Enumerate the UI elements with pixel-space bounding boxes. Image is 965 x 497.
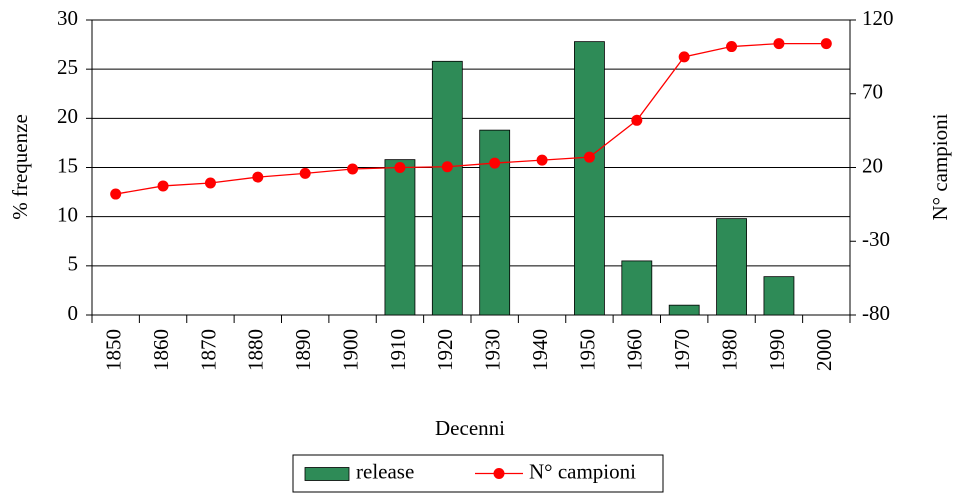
x-tick-label: 1860: [149, 329, 173, 371]
x-tick-label: 1910: [386, 329, 410, 371]
x-tick-label: 1970: [670, 329, 694, 371]
x-axis-title: Decenni: [435, 416, 505, 440]
x-tick-label: 1900: [338, 329, 362, 371]
bar: [574, 41, 605, 316]
legend-marker: [493, 468, 505, 479]
x-tick-label: 1890: [291, 329, 315, 371]
x-tick-label: 1920: [433, 329, 457, 371]
x-tick-label: 1930: [481, 329, 505, 371]
x-tick-label: 1980: [717, 329, 741, 371]
marker: [773, 38, 785, 50]
marker: [583, 151, 595, 163]
x-tick-label: 1990: [765, 329, 789, 371]
legend-swatch: [304, 467, 350, 481]
y2-axis-title: N° campioni: [928, 113, 952, 220]
marker: [157, 180, 169, 192]
marker: [299, 167, 311, 179]
marker: [441, 161, 453, 173]
y-tick-label: 20: [57, 104, 78, 128]
bar: [621, 260, 653, 316]
marker: [726, 41, 738, 53]
bar: [763, 276, 795, 316]
marker: [394, 162, 406, 173]
y2-tick-label: 120: [862, 6, 894, 30]
y2-tick-label: -80: [862, 301, 890, 325]
marker: [820, 38, 832, 50]
bar: [431, 60, 463, 316]
marker: [204, 177, 216, 189]
marker: [678, 51, 690, 63]
y-tick-label: 5: [68, 252, 79, 276]
y2-tick-label: 20: [862, 153, 883, 177]
x-tick-label: 1950: [575, 329, 599, 371]
line: [115, 42, 827, 195]
y-tick-label: 25: [57, 55, 78, 79]
x-tick-label: 1940: [528, 329, 552, 371]
y-tick-label: 15: [57, 153, 78, 177]
marker: [252, 171, 264, 183]
y-tick-label: 30: [57, 6, 78, 30]
marker: [631, 114, 643, 126]
x-tick-label: 1880: [244, 329, 268, 371]
legend-box: [292, 454, 664, 493]
marker: [536, 154, 548, 166]
legend-label: release: [356, 459, 414, 483]
y2-tick-label: -30: [862, 227, 890, 251]
marker: [347, 163, 359, 175]
y-tick-label: 0: [68, 301, 79, 325]
bar: [384, 159, 416, 316]
y-tick-label: 10: [57, 202, 78, 226]
x-tick-label: 1870: [196, 329, 220, 371]
legend-label: N° campioni: [529, 459, 636, 483]
x-tick-label: 2000: [812, 329, 836, 371]
x-tick-label: 1850: [102, 329, 126, 371]
x-tick-label: 1960: [623, 329, 647, 371]
y2-tick-label: 70: [862, 80, 883, 104]
bar: [668, 304, 700, 316]
marker: [489, 157, 501, 169]
marker: [110, 188, 122, 200]
bar: [716, 218, 747, 316]
y-axis-title: % frequenze: [8, 114, 32, 220]
